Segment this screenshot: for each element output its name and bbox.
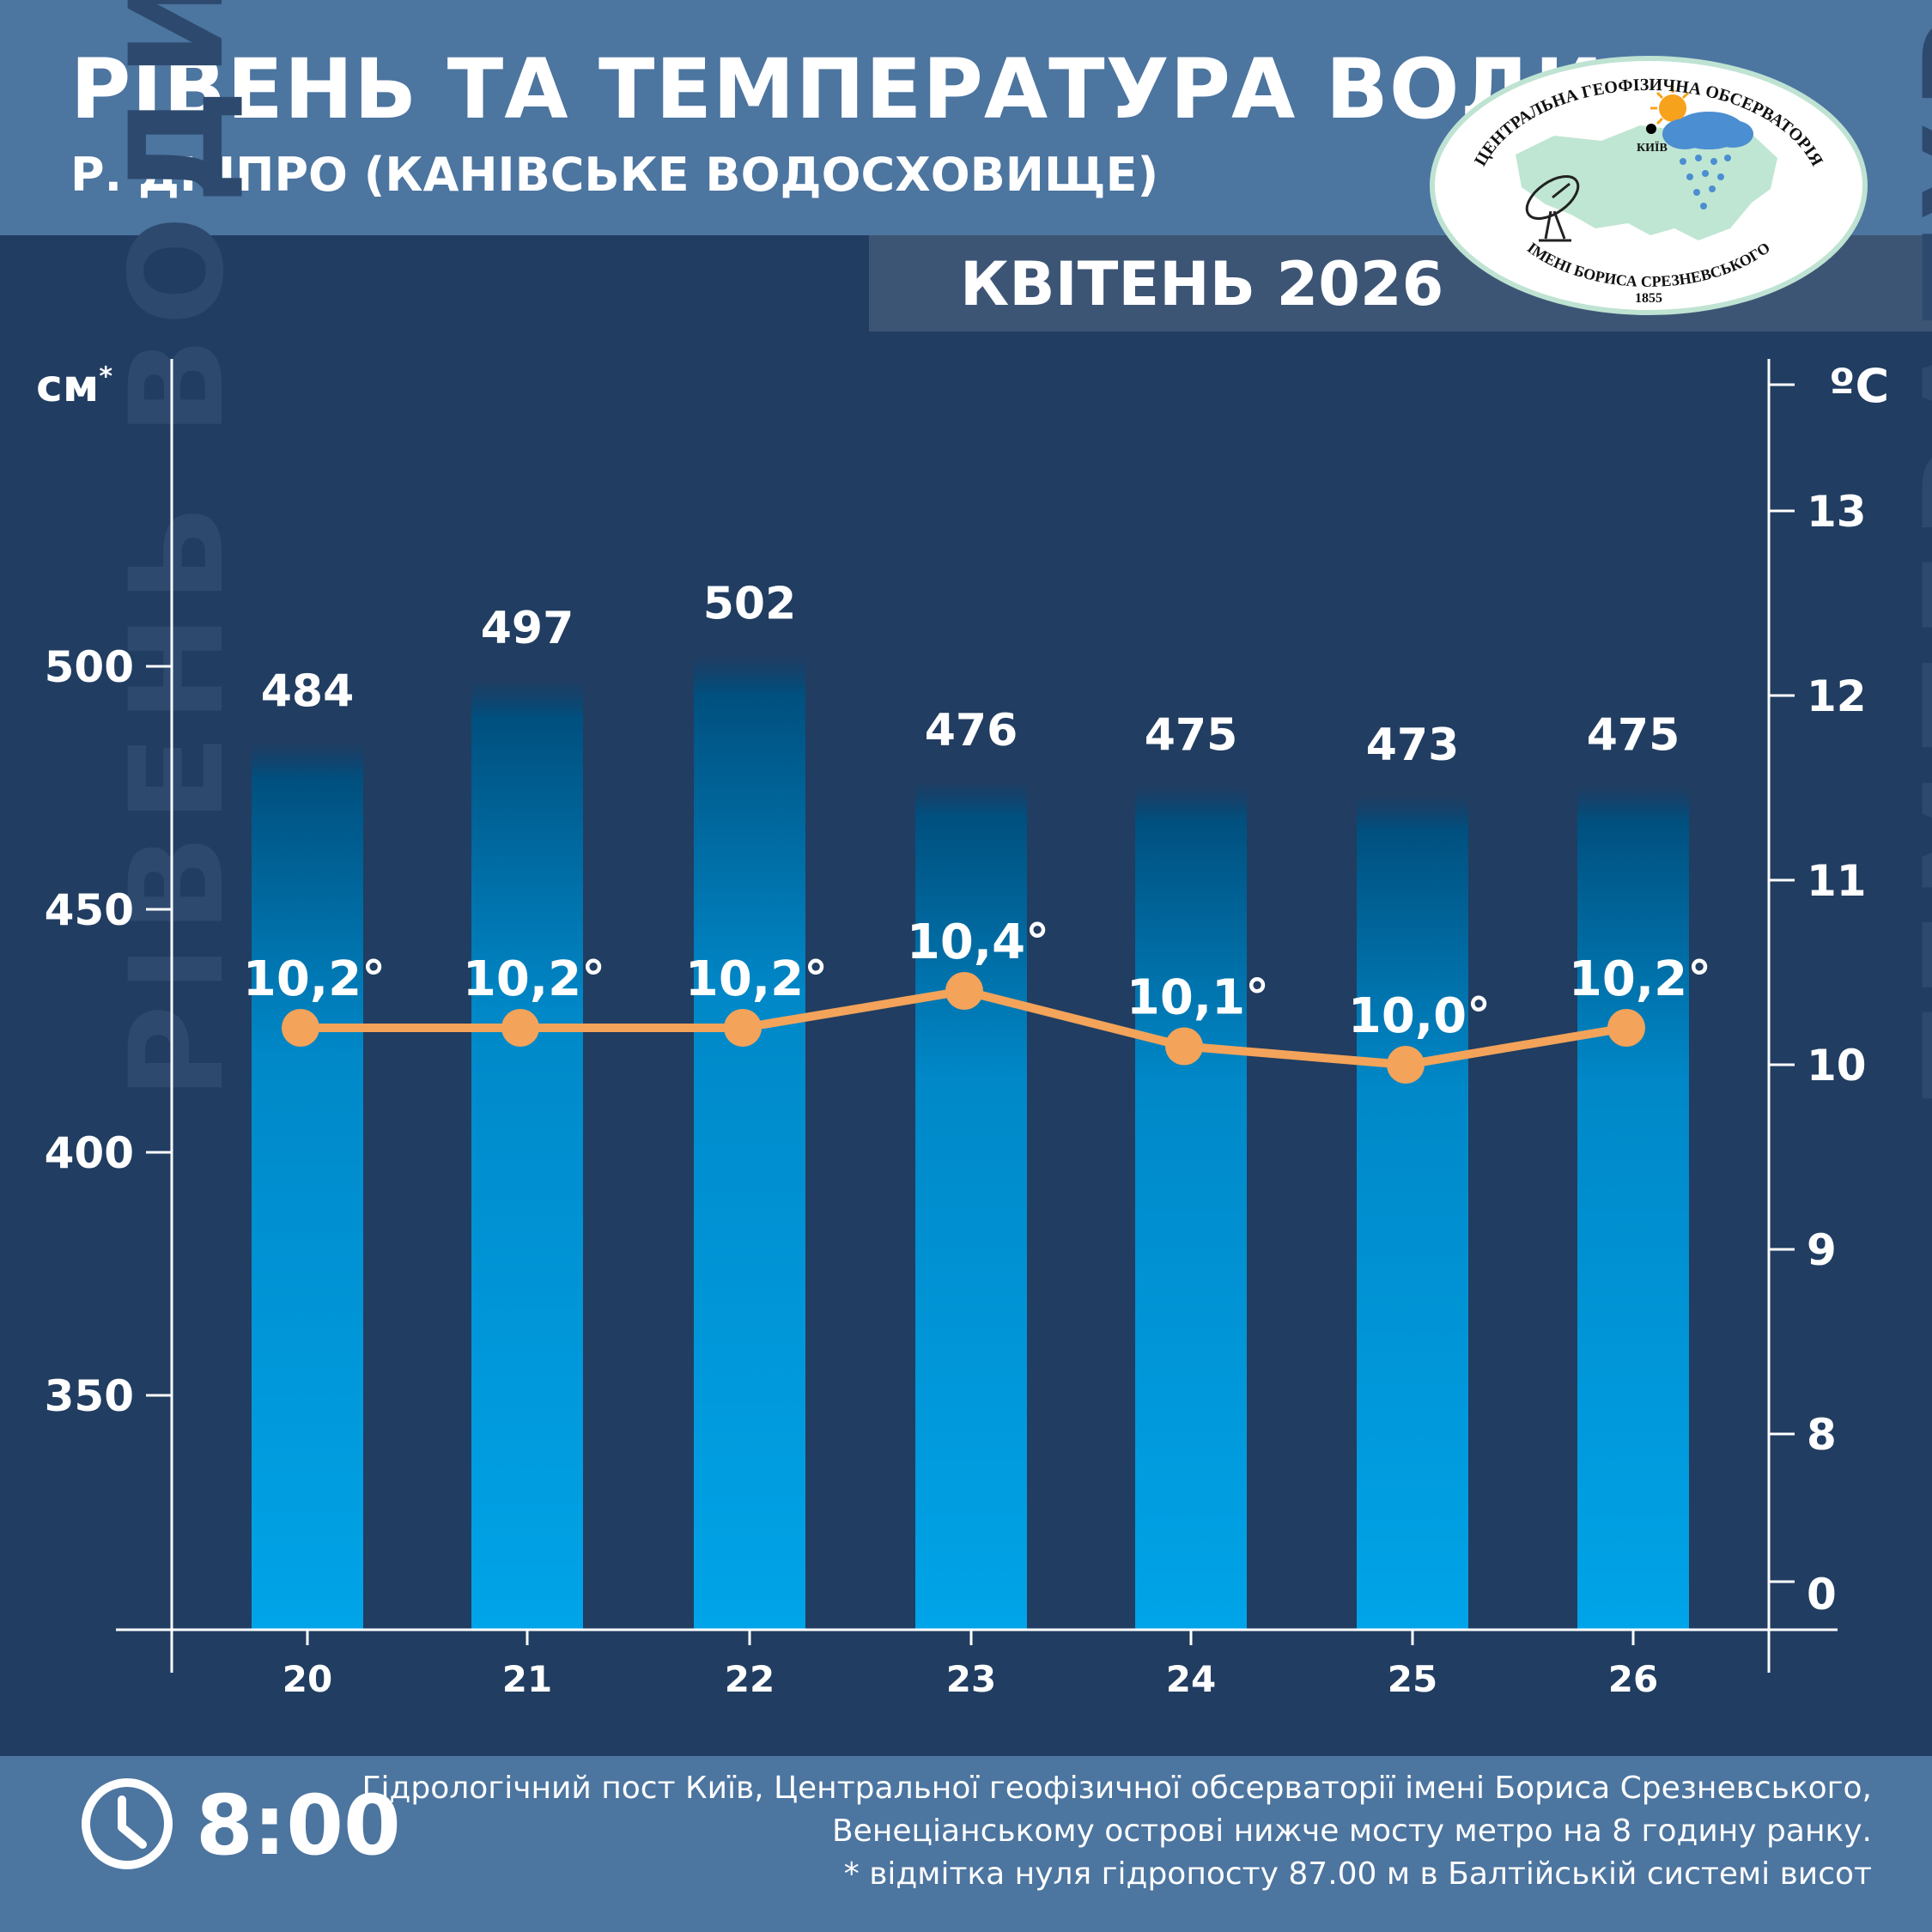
logo-city: КИЇВ (1637, 141, 1668, 155)
level-value-label: 475 (1587, 710, 1680, 762)
left-tick-label: 500 (45, 642, 134, 692)
level-bar (1577, 787, 1689, 1630)
right-tick-label: 13 (1807, 487, 1867, 537)
level-bar (915, 782, 1027, 1630)
left-unit-mark: * (99, 361, 113, 392)
temperature-point (1165, 1027, 1203, 1066)
temperature-point (1387, 1046, 1425, 1084)
right-axis-unit: ºC (1829, 359, 1890, 413)
temperature-point (1607, 1009, 1645, 1047)
left-unit-text: см (36, 361, 100, 412)
x-tick-label: 26 (1608, 1658, 1658, 1700)
footer-note-3: * відмітка нуля гідропосту 87.00 м в Бал… (843, 1856, 1872, 1892)
left-tick-label: 400 (45, 1128, 134, 1178)
left-tick-label: 350 (45, 1371, 134, 1421)
level-bar (1135, 787, 1247, 1630)
right-tick-label: 12 (1807, 671, 1867, 721)
right-tick-label: 0 (1807, 1570, 1837, 1619)
temperature-point (945, 972, 983, 1010)
temperature-value-label: 10,2° (243, 951, 386, 1007)
right-tick-label: 8 (1807, 1410, 1837, 1460)
footer-band (0, 1756, 1932, 1932)
x-tick-label: 24 (1166, 1658, 1216, 1700)
temperature-point (282, 1009, 319, 1047)
rain-cloud-icon (1662, 112, 1753, 210)
clock-icon (82, 1778, 173, 1869)
ukraine-map-shape (1516, 120, 1777, 240)
radar-dish-icon (1525, 175, 1580, 242)
temperature-point (501, 1009, 539, 1047)
level-bar (694, 656, 805, 1631)
left-tick-label: 450 (45, 885, 134, 935)
month-label: КВІТЕНЬ 2026 (960, 249, 1444, 319)
level-value-label: 475 (1145, 710, 1238, 762)
footer-note-1: Гідрологічний пост Київ, Центральної гео… (361, 1771, 1872, 1806)
measurement-time: 8:00 (196, 1777, 401, 1874)
right-tick-label: 10 (1807, 1041, 1867, 1091)
level-value-label: 476 (925, 705, 1018, 756)
level-value-label: 484 (261, 666, 355, 718)
level-value-label: 502 (703, 579, 797, 630)
temperature-value-label: 10,4° (907, 914, 1049, 970)
right-tick-label: 11 (1807, 856, 1867, 906)
observatory-logo: КИЇВ ЦЕНТРАЛЬНА ГЕОФІЗИЧНА ОБСЕРВАТОРІЯ … (1430, 56, 1868, 315)
temperature-value-label: 10,1° (1127, 970, 1269, 1026)
sun-icon (1650, 86, 1690, 125)
x-tick-label: 23 (946, 1658, 996, 1700)
logo-year: 1855 (1635, 291, 1662, 306)
page-subtitle: Р. ДНІПРО (КАНІВСЬКЕ ВОДОСХОВИЩЕ) (70, 148, 1159, 202)
level-value-label: 497 (481, 603, 574, 654)
kyiv-dot-icon (1646, 124, 1656, 134)
temperature-value-label: 10,2° (685, 951, 828, 1007)
level-bar (1357, 797, 1468, 1630)
x-tick-label: 22 (725, 1658, 775, 1700)
page-title: РІВЕНЬ ТА ТЕМПЕРАТУРА ВОДИ (70, 41, 1605, 137)
level-bar (471, 680, 583, 1630)
x-tick-label: 20 (283, 1658, 332, 1700)
x-tick-label: 21 (502, 1658, 552, 1700)
right-tick-label: 9 (1807, 1225, 1837, 1275)
level-bar (252, 744, 363, 1630)
temperature-value-label: 10,0° (1348, 988, 1491, 1044)
temperature-point (724, 1009, 762, 1047)
footer-note-2: Венеціанському острові нижче мосту метро… (831, 1814, 1872, 1849)
left-axis-unit: см* (36, 361, 112, 412)
temperature-value-label: 10,2° (1569, 951, 1711, 1007)
level-value-label: 473 (1366, 720, 1460, 771)
temperature-value-label: 10,2° (463, 951, 605, 1007)
x-tick-label: 25 (1388, 1658, 1437, 1700)
